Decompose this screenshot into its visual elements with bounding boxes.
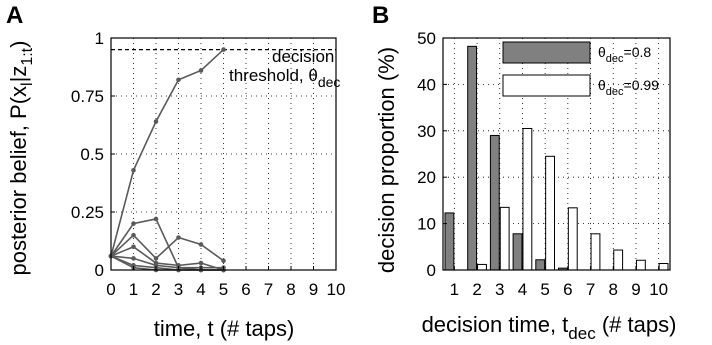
x-tick-label: 2 xyxy=(472,280,481,299)
x-tick-label: 3 xyxy=(495,280,504,299)
x-tick-label: 3 xyxy=(174,280,183,299)
x-tick-label: 1 xyxy=(450,280,459,299)
threshold-label-line1: decision xyxy=(272,47,334,66)
x-tick-label: 10 xyxy=(327,280,346,299)
bar xyxy=(535,259,546,271)
x-tick-label: 9 xyxy=(631,280,640,299)
series-point xyxy=(131,221,136,226)
bar xyxy=(590,233,601,271)
series-point xyxy=(131,167,136,173)
y-tick-label: 10 xyxy=(417,215,436,234)
y-tick-label: 0.25 xyxy=(71,203,104,222)
series-point xyxy=(176,77,181,83)
bar xyxy=(499,206,510,271)
series-point xyxy=(221,258,226,264)
legend-swatch-0 xyxy=(502,41,591,64)
x-tick-label: 0 xyxy=(106,280,115,299)
series-point xyxy=(198,68,204,73)
series-line xyxy=(110,234,224,262)
legend-swatch-1 xyxy=(502,74,591,97)
series-point xyxy=(198,242,204,247)
series-point xyxy=(198,260,204,266)
x-tick-label: 4 xyxy=(196,280,205,299)
y-tick-label: 0 xyxy=(95,261,104,280)
bar xyxy=(489,134,500,271)
y-tick-label: 20 xyxy=(417,168,436,187)
series-point xyxy=(153,256,159,261)
bar xyxy=(613,249,624,271)
series-point xyxy=(153,216,159,222)
legend-label-0: θdec=0.8 xyxy=(598,44,651,65)
x-tick-label: 2 xyxy=(151,280,160,299)
series-point xyxy=(131,244,136,250)
y-tick-label: 0 xyxy=(427,261,436,280)
y-tick-label: 0.75 xyxy=(71,87,104,106)
y-tick-label: 50 xyxy=(417,29,436,48)
y-tick-label: 30 xyxy=(417,122,436,141)
series-line xyxy=(110,218,224,269)
x-tick-label: 7 xyxy=(264,280,273,299)
x-tick-label: 5 xyxy=(540,280,549,299)
series-point xyxy=(153,119,159,124)
x-tick-label: 6 xyxy=(241,280,250,299)
series-line xyxy=(110,245,224,271)
bar xyxy=(635,259,646,271)
bar xyxy=(512,233,523,271)
x-tick-label: 6 xyxy=(563,280,572,299)
y-tick-label: 40 xyxy=(417,75,436,94)
series-group-a xyxy=(108,47,226,273)
xaxis-title-a: time, t (# taps) xyxy=(154,316,295,341)
panel-label-a: A xyxy=(6,2,24,29)
bar xyxy=(545,155,556,271)
x-tick-label: 1 xyxy=(129,280,138,299)
x-tick-label: 10 xyxy=(649,280,668,299)
bar xyxy=(522,127,533,271)
bar xyxy=(467,45,478,271)
bar xyxy=(658,263,669,271)
legend-b: θdec=0.8 θdec=0.99 xyxy=(502,41,659,98)
x-tick-label: 5 xyxy=(219,280,228,299)
xaxis-title-b: decision time, tdec (# taps) xyxy=(422,312,677,343)
x-tick-label: 8 xyxy=(286,280,295,299)
bar xyxy=(477,263,487,271)
panel-label-b: B xyxy=(372,2,390,29)
yaxis-title-b: decision proportion (%) xyxy=(374,47,399,273)
x-tick-label: 4 xyxy=(518,280,527,299)
y-tick-label: 0.5 xyxy=(80,145,104,164)
grid-a xyxy=(111,38,336,270)
x-tick-label: 9 xyxy=(309,280,318,299)
x-tick-label: 8 xyxy=(609,280,618,299)
yaxis-title-a: posterior belief, P(xl|z1:t) xyxy=(6,41,36,276)
threshold-label-line2: threshold, θdec xyxy=(229,66,340,90)
plot-frame-b xyxy=(442,37,671,271)
axes-b: 1 2 3 4 5 6 7 8 9 10 0 10 20 30 40 50 xyxy=(417,29,671,299)
series-point xyxy=(176,235,181,240)
series-point xyxy=(221,47,226,52)
bar xyxy=(567,207,578,271)
x-tick-label: 7 xyxy=(586,280,595,299)
legend-label-1: θdec=0.99 xyxy=(598,77,659,98)
series-point xyxy=(131,256,136,261)
plot-frame-a xyxy=(110,37,337,271)
series-point xyxy=(131,232,136,238)
series-line xyxy=(110,49,225,257)
y-tick-label: 1 xyxy=(95,29,104,48)
bar xyxy=(444,212,455,271)
